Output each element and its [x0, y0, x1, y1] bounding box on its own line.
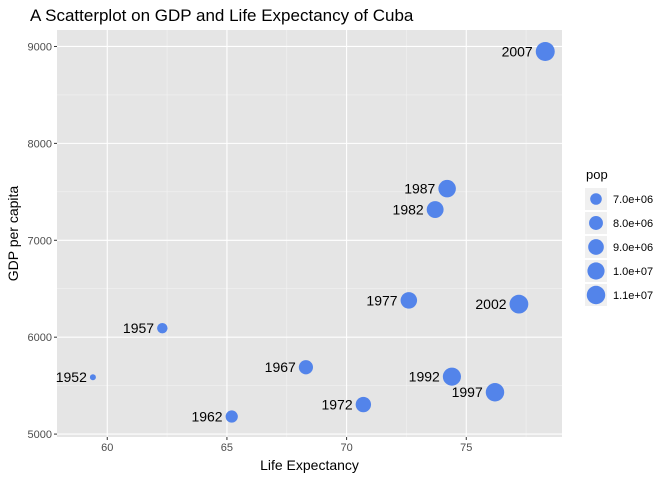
y-axis: 5000 6000 7000 8000 9000 [28, 41, 57, 441]
data-point [509, 294, 529, 314]
data-point [225, 410, 238, 423]
data-points [89, 42, 555, 423]
y-tick-label: 6000 [28, 332, 52, 344]
y-tick-label: 8000 [28, 138, 52, 150]
data-point-label: 1982 [393, 202, 424, 218]
legend-point [590, 193, 602, 205]
legend-point [589, 216, 603, 230]
data-point-label: 2002 [475, 296, 506, 312]
legend-point [587, 262, 605, 280]
plot-panel [57, 30, 562, 437]
data-point [535, 42, 555, 62]
data-point-label: 1967 [265, 359, 296, 375]
data-point-label: 1957 [123, 320, 154, 336]
data-point-label: 1997 [452, 384, 483, 400]
data-point-label: 1977 [366, 292, 397, 308]
x-tick-label: 60 [101, 442, 113, 454]
legend-point [588, 239, 604, 255]
data-point [442, 367, 461, 386]
data-point-label: 1972 [321, 397, 352, 413]
data-point-label: 1987 [404, 181, 435, 197]
legend-point [586, 285, 606, 305]
major-gridlines [57, 30, 562, 437]
data-point-label: 2007 [502, 44, 533, 60]
y-tick-label: 5000 [28, 429, 52, 441]
data-point [157, 322, 168, 334]
chart-title: A Scatterplot on GDP and Life Expectancy… [30, 6, 414, 25]
legend-label: 7.0e+06 [613, 194, 653, 206]
legend-title: pop [586, 167, 608, 182]
y-tick-label: 7000 [28, 235, 52, 247]
size-legend: pop 7.0e+06 8.0e+06 9.0e+06 1.0e+07 1.1e+07 [585, 167, 653, 306]
data-point [400, 292, 418, 309]
legend-label: 1.0e+07 [613, 266, 653, 278]
x-tick-label: 70 [340, 442, 352, 454]
data-point [355, 396, 372, 413]
y-axis-title: GDP per capita [5, 186, 21, 282]
x-axis-title: Life Expectancy [260, 457, 359, 473]
legend-label: 8.0e+06 [613, 218, 653, 230]
data-point-label: 1962 [191, 409, 222, 425]
data-point [89, 374, 96, 381]
x-tick-label: 65 [221, 442, 233, 454]
data-point [438, 179, 456, 198]
data-point-labels: 1952 1957 1962 1967 1972 1977 1982 1987 1992 1997… [56, 44, 533, 425]
minor-gridlines [57, 30, 562, 437]
x-axis: 60 65 70 75 [101, 437, 472, 454]
data-point [426, 201, 444, 218]
legend-entries: 7.0e+06 8.0e+06 9.0e+06 1.0e+07 1.1e+07 [585, 188, 653, 306]
data-point-label: 1952 [56, 369, 87, 385]
data-point-label: 1992 [409, 369, 440, 385]
y-tick-label: 9000 [28, 41, 52, 53]
legend-label: 1.1e+07 [613, 290, 653, 302]
x-tick-label: 75 [460, 442, 472, 454]
legend-label: 9.0e+06 [613, 242, 653, 254]
data-point [485, 382, 505, 402]
data-point [298, 360, 313, 375]
